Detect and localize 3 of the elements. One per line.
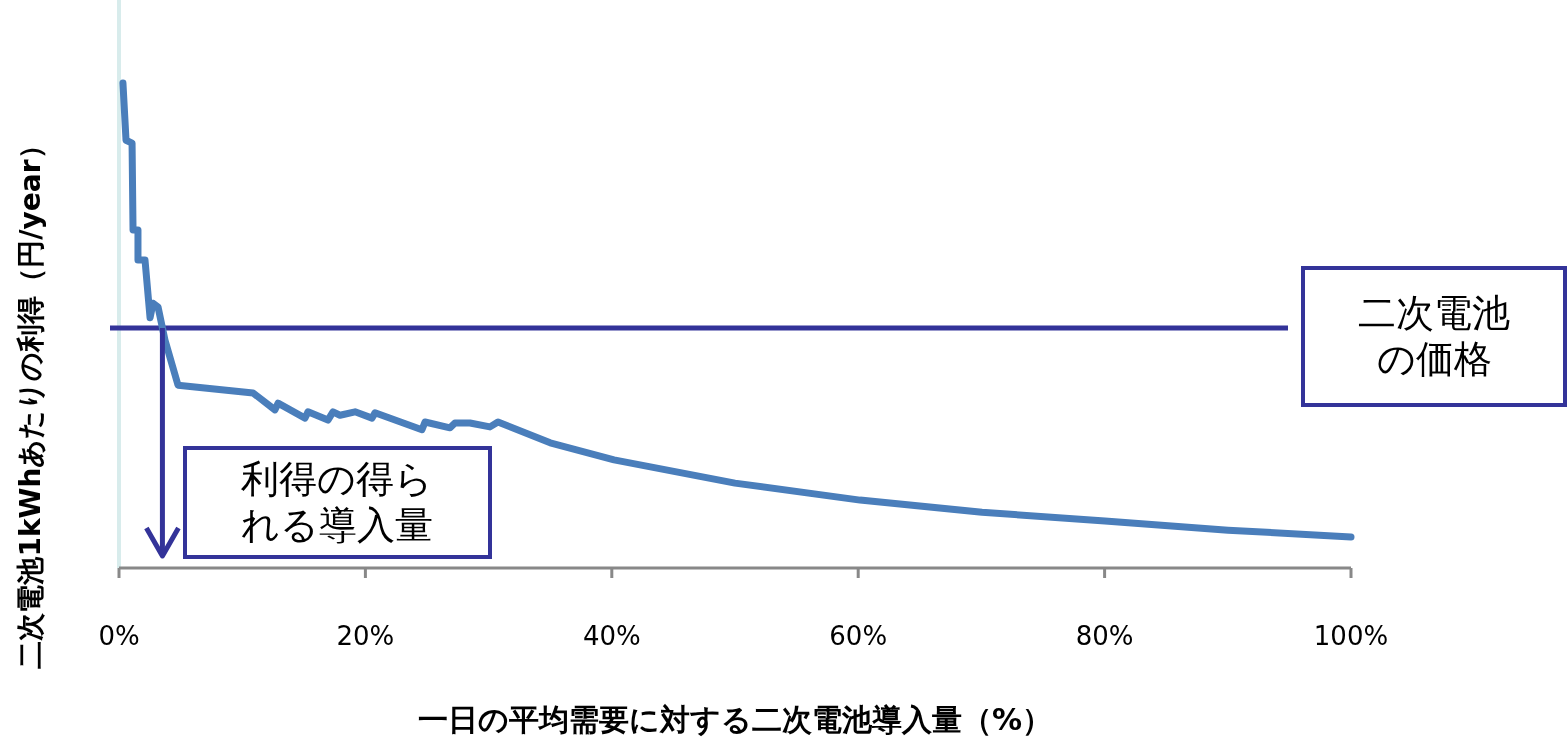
- xlabel: 一日の平均需要に対する二次電池導入量（%）: [417, 702, 1053, 737]
- annotation: 利得の得られる導入量: [241, 457, 433, 547]
- ylabel: 二次電池1kWhあたりの利得（円/year）: [14, 131, 47, 669]
